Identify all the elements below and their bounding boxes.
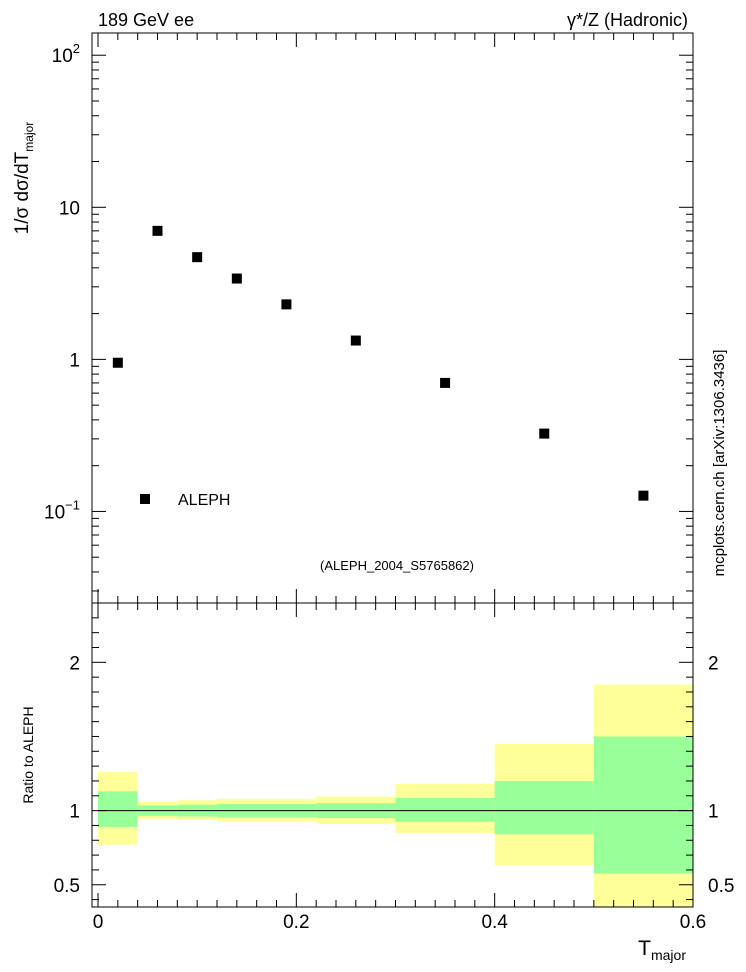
x-axis-title: Tmajor: [638, 937, 686, 963]
ratio-inner-band: [494, 780, 594, 835]
main-y-tick-label: 1: [69, 350, 80, 371]
data-point: [539, 428, 550, 439]
data-point: [350, 335, 361, 346]
ratio-y-tick-label-right: 1: [708, 802, 719, 823]
energy-label: 189 GeV ee: [98, 10, 194, 30]
x-axis-title-main: T: [638, 937, 651, 960]
data-point: [112, 357, 123, 368]
data-point: [152, 225, 163, 236]
main-frame: [91, 32, 694, 604]
data-point: [192, 252, 203, 263]
data-point: [231, 273, 242, 284]
ratio-frame: [91, 602, 694, 908]
tick-label-base: 10: [44, 502, 65, 523]
data-point: [638, 490, 649, 501]
tick-label-exponent: −1: [65, 497, 80, 512]
ratio-inner-band: [98, 791, 138, 827]
ratio-y-tick-label: 2: [69, 653, 80, 674]
main-y-tick-label: 10−1: [44, 497, 80, 523]
x-tick-label: 0.6: [680, 912, 706, 933]
watermark: mcplots.cern.ch [arXiv:1306.3436]: [711, 350, 728, 577]
ratio-inner-band: [395, 798, 495, 822]
x-tick-label: 0.4: [481, 912, 508, 933]
ratio-y-tick-label-right: 0.5: [708, 876, 734, 897]
data-markers: [112, 225, 649, 501]
main-y-tick-label: 102: [52, 41, 80, 67]
tick-label-base: 10: [52, 46, 73, 67]
ratio-y-axis-title: Ratio to ALEPH: [20, 706, 36, 803]
ratio-tick-labels: 0.5 0.5 1 1 2 2 0 0.2 0.4 0.6: [54, 653, 735, 933]
x-tick-label: 0: [93, 912, 104, 933]
ratio-axis-ticks: [92, 603, 694, 907]
data-point: [440, 377, 451, 388]
ratio-y-tick-label-right: 2: [708, 653, 719, 674]
data-point: [281, 299, 292, 310]
ratio-y-tick-label: 1: [69, 802, 80, 823]
main-y-axis-title-main: 1/σ dσ/dT: [12, 151, 33, 234]
main-y-axis-title: 1/σ dσ/dTmajor: [12, 122, 36, 235]
ratio-panel: 0.5 0.5 1 1 2 2 0 0.2 0.4 0.6 Ratio to ALEPH Tmaj…: [20, 602, 735, 963]
tick-label-base: 10: [59, 198, 80, 219]
ratio-y-tick-label: 0.5: [54, 876, 80, 897]
tick-label-base: 1: [69, 350, 80, 371]
analysis-tag: (ALEPH_2004_S5765862): [320, 558, 474, 573]
tick-label-exponent: 2: [73, 41, 80, 56]
main-y-axis-title-sub: major: [22, 122, 36, 152]
x-axis-title-sub: major: [651, 947, 686, 963]
x-tick-label: 0.2: [283, 912, 309, 933]
main-y-tick-label: 10: [59, 198, 80, 219]
main-axis-ticks: [92, 33, 694, 603]
legend-label: ALEPH: [178, 492, 230, 509]
ratio-bands: [98, 684, 693, 907]
legend-marker: [140, 494, 150, 504]
ratio-inner-band: [593, 736, 693, 874]
process-label: γ*/Z (Hadronic): [567, 10, 688, 30]
